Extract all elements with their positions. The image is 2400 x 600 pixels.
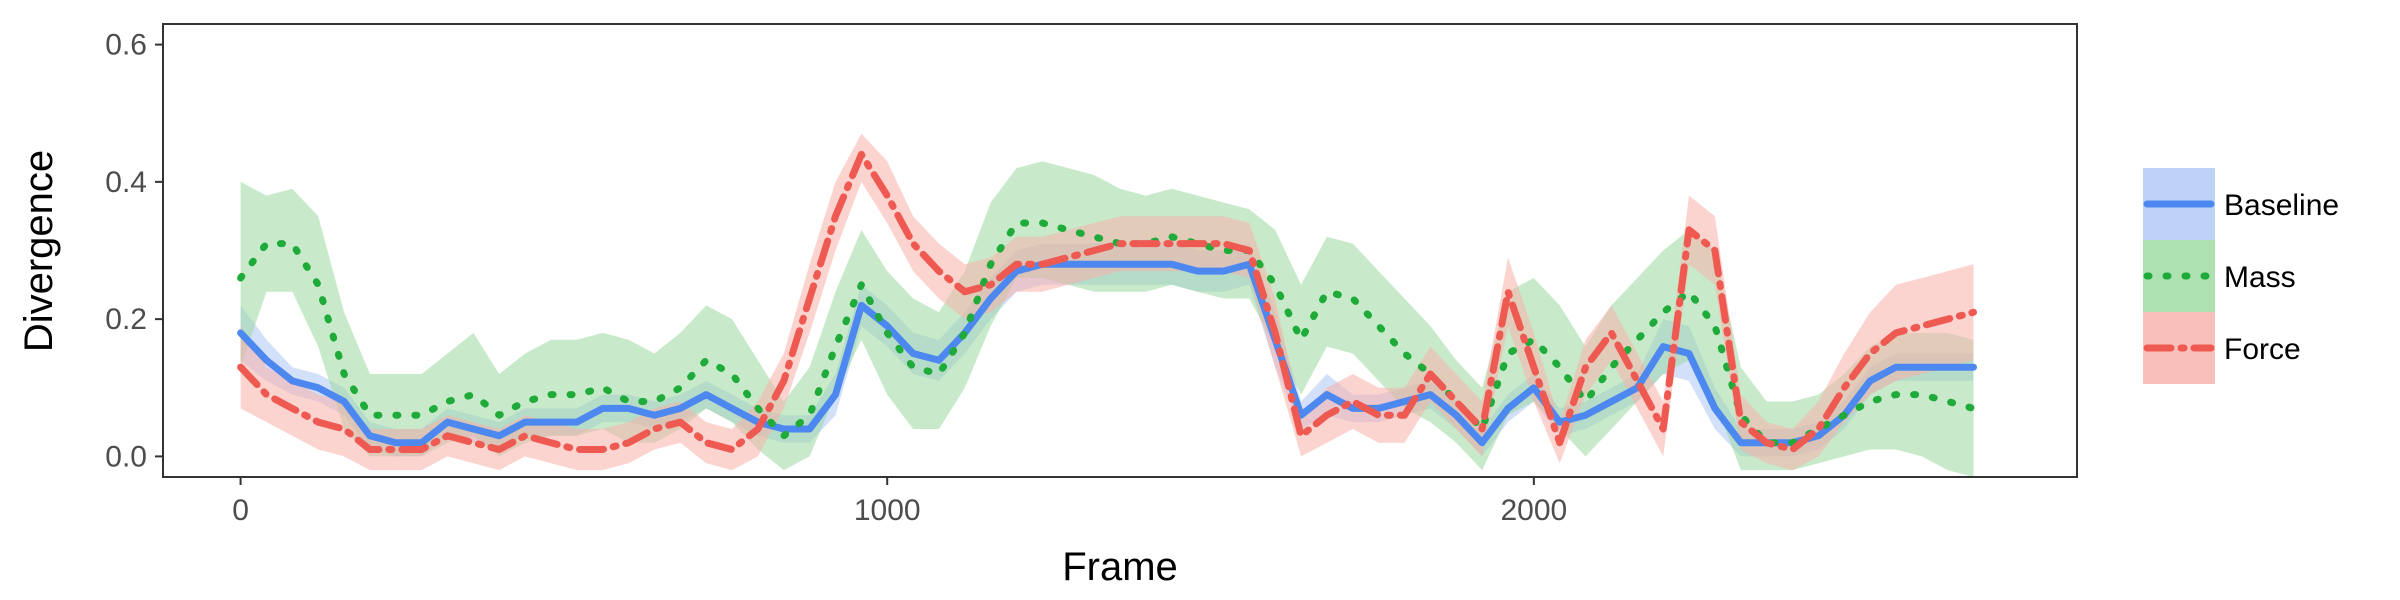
y-axis-title: Divergence (17, 150, 61, 352)
x-tick-label: 1000 (854, 494, 921, 527)
y-tick-label: 0.6 (105, 29, 147, 62)
series-lines (237, 150, 1977, 453)
confidence-bands (240, 133, 1974, 478)
y-tick-label: 0.0 (105, 440, 147, 473)
x-tick-label: 2000 (1500, 494, 1567, 527)
x-axis-title: Frame (1062, 545, 1178, 589)
x-tick-label: 0 (232, 494, 249, 527)
legend: Baseline Mass Force (2143, 168, 2339, 384)
mass-line (237, 219, 1977, 447)
y-tick-label: 0.4 (105, 166, 147, 199)
mass-legend-label: Mass (2224, 261, 2296, 294)
x-axis: 0 1000 2000 (232, 477, 1567, 527)
baseline-legend-label: Baseline (2224, 189, 2339, 222)
y-tick-label: 0.2 (105, 303, 147, 336)
force-legend-label: Force (2224, 333, 2301, 366)
baseline-line (237, 260, 1977, 447)
y-axis: 0.0 0.2 0.4 0.6 (105, 29, 163, 473)
plot-panel-border (162, 23, 2078, 478)
force-line (237, 150, 1977, 453)
